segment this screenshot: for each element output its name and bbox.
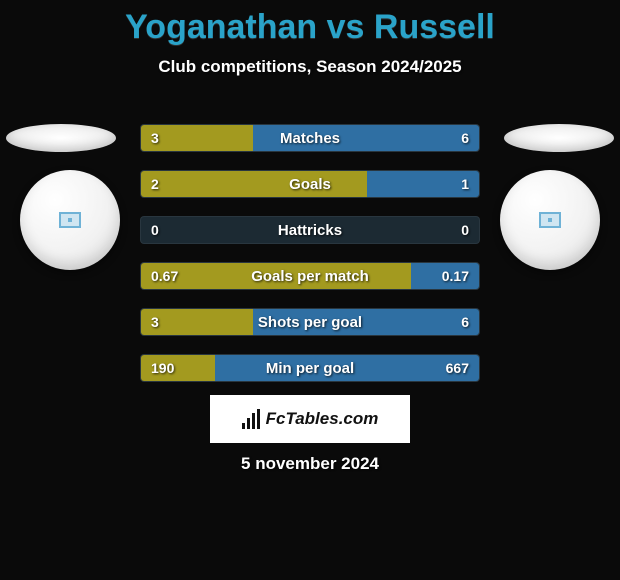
stat-bar-left xyxy=(141,309,253,335)
club-logo-placeholder-right xyxy=(504,124,614,152)
stat-bar-right xyxy=(253,125,479,151)
stat-bar-left xyxy=(141,171,367,197)
placeholder-image-icon xyxy=(59,212,81,228)
stat-bar-right xyxy=(215,355,479,381)
stat-bars-container: Matches36 Goals21 Hattricks0 0 Goals per mat… xyxy=(140,124,480,400)
player-avatar-left xyxy=(20,170,120,270)
stat-value-right: 0 xyxy=(451,217,479,243)
stat-bar-left xyxy=(141,263,411,289)
stat-row: Hattricks0 0 xyxy=(140,216,480,244)
page-subtitle: Club competitions, Season 2024/2025 xyxy=(0,57,620,77)
stat-value-left: 0 xyxy=(141,217,169,243)
stat-label: Hattricks xyxy=(141,217,479,243)
stat-bar-left xyxy=(141,355,215,381)
placeholder-image-icon xyxy=(539,212,561,228)
stat-row: Goals21 xyxy=(140,170,480,198)
fctables-logo: FcTables.com xyxy=(210,395,410,443)
stat-bar-right xyxy=(253,309,479,335)
stat-row: Min per goal190667 xyxy=(140,354,480,382)
player-avatar-right xyxy=(500,170,600,270)
stat-bar-left xyxy=(141,125,253,151)
date-label: 5 november 2024 xyxy=(0,454,620,474)
club-logo-placeholder-left xyxy=(6,124,116,152)
stat-bar-right xyxy=(367,171,479,197)
stat-row: Shots per goal36 xyxy=(140,308,480,336)
stat-bar-right xyxy=(411,263,479,289)
page-title: Yoganathan vs Russell xyxy=(0,0,620,47)
logo-bars-icon xyxy=(242,409,260,429)
stat-row: Matches36 xyxy=(140,124,480,152)
stat-row: Goals per match0.670.17 xyxy=(140,262,480,290)
logo-text: FcTables.com xyxy=(266,409,379,429)
